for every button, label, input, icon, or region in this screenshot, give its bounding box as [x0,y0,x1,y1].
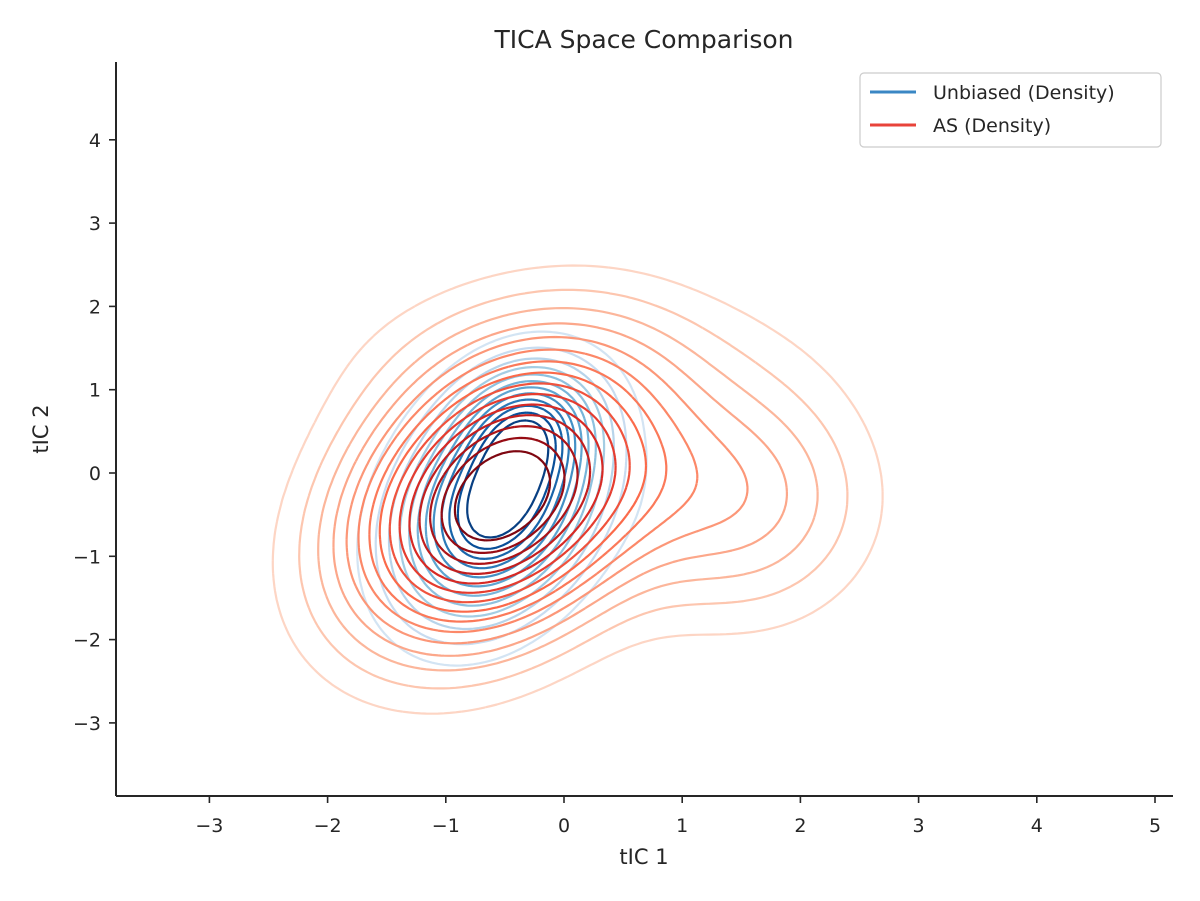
contour-line [432,392,577,579]
contour-line [440,436,566,554]
contour-line [368,360,668,623]
contour-line [388,382,631,604]
y-tick-label: −1 [73,546,101,568]
contour-line [378,371,648,613]
y-tick-label: 3 [89,213,101,235]
y-tick-label: 1 [89,380,101,402]
x-tick-label: −1 [432,815,460,837]
contour-line [357,348,699,634]
contour-line [332,322,788,657]
plot-area [271,264,884,715]
x-tick-label: 0 [558,815,570,837]
y-ticks: −3 −2 −1 0 1 2 3 4 [73,130,116,735]
y-tick-label: 4 [89,130,101,152]
contour-line [429,425,579,565]
y-tick-label: −2 [73,630,101,652]
x-tick-label: 3 [913,815,925,837]
contour-line [345,335,749,645]
contour-line [453,450,552,542]
y-tick-label: 2 [89,296,101,318]
contour-line [271,264,884,715]
x-tick-label: 2 [794,815,806,837]
legend-label-as: AS (Density) [933,115,1051,137]
contour-line [448,404,564,560]
x-axis-label: tIC 1 [619,845,668,869]
x-ticks: −3 −2 −1 0 1 2 3 4 5 [195,796,1161,837]
y-tick-label: 0 [89,463,101,485]
x-tick-label: −3 [195,815,223,837]
contour-line [298,288,849,690]
legend: Unbiased (Density) AS (Density) [859,72,1162,148]
contour-line [317,307,819,672]
chart-title: TICA Space Comparison [494,25,794,54]
contour-line [398,392,617,594]
legend-label-unbiased: Unbiased (Density) [933,82,1115,104]
x-tick-label: 4 [1031,815,1043,837]
y-tick-label: −3 [73,713,101,735]
x-tick-label: 1 [676,815,688,837]
legend-box [859,72,1162,148]
contour-line [408,403,604,585]
contour-line [466,419,550,539]
contour-line [418,414,592,575]
x-tick-label: 5 [1149,815,1161,837]
series-as-contours [271,264,884,715]
y-axis-label: tIC 2 [29,404,53,453]
axes [115,62,1173,797]
x-tick-label: −2 [314,815,342,837]
